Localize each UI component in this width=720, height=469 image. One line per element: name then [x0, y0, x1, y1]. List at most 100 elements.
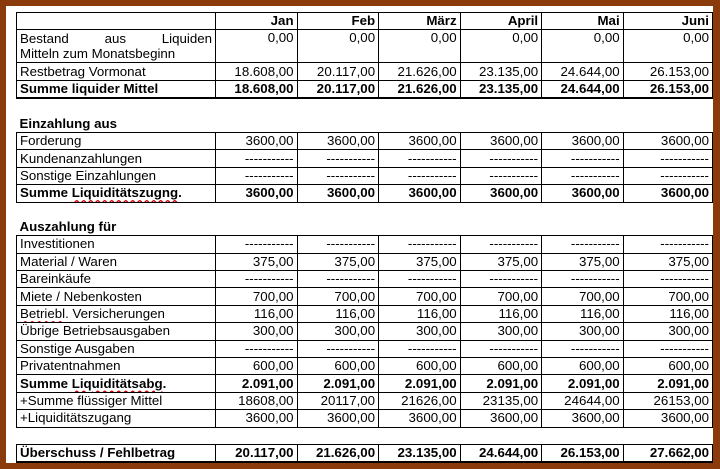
section-heading: Auszahlung für — [19, 219, 117, 235]
value-cell: 18.608,00 — [215, 62, 298, 81]
value-cell: 300,00 — [296, 322, 380, 341]
value-cell: 3600,00 — [541, 184, 624, 203]
value-cell: 2.091,00 — [215, 374, 298, 393]
value-cell: 0,00 — [296, 29, 380, 64]
month-header: Juni — [623, 11, 714, 31]
month-header: Feb — [297, 11, 380, 31]
value-cell: 600,00 — [215, 357, 298, 376]
spacer-row — [17, 98, 713, 115]
value-cell: ----------- — [296, 166, 380, 186]
value-cell: 300,00 — [378, 322, 461, 341]
value-cell: 300,00 — [541, 322, 624, 341]
value-cell: 21.626,00 — [296, 443, 380, 464]
table-row: Betriebl. Versicherungen 116,00 116,00 116,… — [15, 304, 714, 324]
value-cell: 375,00 — [378, 252, 461, 272]
value-cell: 3600,00 — [622, 184, 714, 203]
value-cell: 3600,00 — [215, 409, 298, 428]
table-row: Sonstige Einzahlungen ----------- --------… — [15, 166, 714, 186]
value-cell: 700,00 — [541, 287, 624, 306]
value-cell: 21626,00 — [378, 391, 461, 411]
row-label: Kundenanzahlungen — [15, 149, 217, 168]
table-row: Privatentnahmen 600,00 600,00 600,00 600,00 6… — [15, 357, 714, 376]
value-cell: ----------- — [378, 270, 461, 289]
row-label: Summe liquider Mittel — [15, 79, 217, 100]
row-label: Privatentnahmen — [15, 357, 217, 376]
value-cell: 600,00 — [622, 357, 714, 376]
header-corner-cell — [15, 11, 217, 31]
value-cell: ----------- — [459, 235, 543, 254]
value-cell: 3600,00 — [296, 409, 380, 428]
value-cell: 18.608,00 — [215, 79, 298, 100]
month-header: Mai — [541, 11, 624, 31]
value-cell: ----------- — [296, 235, 380, 254]
value-cell: 3600,00 — [459, 184, 543, 203]
value-cell: 3600,00 — [459, 131, 543, 151]
value-cell: 375,00 — [459, 252, 543, 272]
value-cell: 20117,00 — [296, 391, 380, 411]
row-label: +Liquiditätszugang — [15, 409, 217, 428]
row-label: Material / Waren — [15, 252, 217, 272]
value-cell: 600,00 — [378, 357, 461, 376]
value-cell: ----------- — [378, 339, 461, 359]
table-row: Summe Liquiditätszugng. 3600,00 3600,00 360… — [15, 184, 714, 203]
row-label: Bestand aus Liquiden Mitteln zum Monatsbe… — [15, 29, 217, 64]
value-cell: 3600,00 — [378, 184, 461, 203]
value-cell: ----------- — [541, 149, 624, 168]
spreadsheet: Jan Feb März April Mai Juni Bestand aus Liquid… — [6, 6, 714, 464]
value-cell: 21.626,00 — [378, 79, 461, 100]
value-cell: 116,00 — [378, 304, 461, 324]
table-row: Bestand aus Liquiden Mitteln zum Monatsbe… — [15, 29, 714, 64]
month-header: März — [378, 11, 461, 31]
row-label-line-1: Bestand aus Liquiden — [20, 31, 213, 47]
value-cell: 3600,00 — [622, 409, 714, 428]
value-cell: 0,00 — [541, 29, 624, 64]
table-row: Material / Waren 375,00 375,00 375,00 375,00… — [15, 252, 714, 272]
value-cell: 2.091,00 — [296, 374, 380, 393]
liquidity-table: Jan Feb März April Mai Juni Bestand aus Liquid… — [15, 11, 714, 464]
value-cell: ----------- — [622, 149, 714, 168]
row-label: Summe Liquiditätszugng. — [15, 184, 217, 203]
value-cell: ----------- — [378, 235, 461, 254]
value-cell: 116,00 — [459, 304, 543, 324]
value-cell: 24644,00 — [541, 391, 624, 411]
value-cell: 116,00 — [622, 304, 714, 324]
row-label: Bareinkäufe — [15, 270, 217, 289]
value-cell: 2.091,00 — [378, 374, 461, 393]
value-cell: ----------- — [215, 235, 298, 254]
value-cell: 23.135,00 — [459, 62, 543, 81]
value-cell: 375,00 — [622, 252, 714, 272]
row-label: Betriebl. Versicherungen — [15, 304, 217, 324]
value-cell: 116,00 — [215, 304, 298, 324]
row-label: Übrige Betriebsausgaben — [15, 322, 217, 341]
month-header: Jan — [215, 11, 298, 31]
value-cell: ----------- — [622, 235, 714, 254]
value-cell: 26.153,00 — [622, 79, 714, 100]
value-cell: ----------- — [541, 235, 624, 254]
value-cell: 300,00 — [622, 322, 714, 341]
table-row: Überschuss / Fehlbetrag 20.117,00 21.626,0… — [15, 443, 714, 464]
value-cell: 3600,00 — [378, 131, 461, 151]
table-row: Kundenanzahlungen ----------- ----------- -… — [15, 149, 714, 168]
value-cell: 700,00 — [378, 287, 461, 306]
row-label: Restbetrag Vormonat — [15, 62, 217, 81]
value-cell: 700,00 — [622, 287, 714, 306]
value-cell: 2.091,00 — [459, 374, 543, 393]
value-cell: 116,00 — [296, 304, 380, 324]
row-label: +Summe flüssiger Mittel — [15, 391, 217, 411]
table-row: Sonstige Ausgaben ----------- ----------- -… — [15, 339, 714, 359]
value-cell: 700,00 — [296, 287, 380, 306]
value-cell: 116,00 — [541, 304, 624, 324]
value-cell: ----------- — [459, 149, 543, 168]
value-cell: ----------- — [215, 149, 298, 168]
spacer-cell — [17, 202, 713, 219]
value-cell: ----------- — [459, 166, 543, 186]
table-row: Investitionen ----------- ----------- -----… — [15, 235, 714, 254]
value-cell: 24.644,00 — [541, 79, 624, 100]
value-cell: ----------- — [378, 166, 461, 186]
value-cell: 24.644,00 — [459, 443, 543, 464]
section-heading: Einzahlung aus — [19, 115, 118, 131]
month-header: April — [460, 11, 543, 31]
value-cell: 3600,00 — [296, 184, 380, 203]
value-cell: ----------- — [296, 149, 380, 168]
row-label: Summe Liquiditätsabg. — [15, 374, 217, 393]
